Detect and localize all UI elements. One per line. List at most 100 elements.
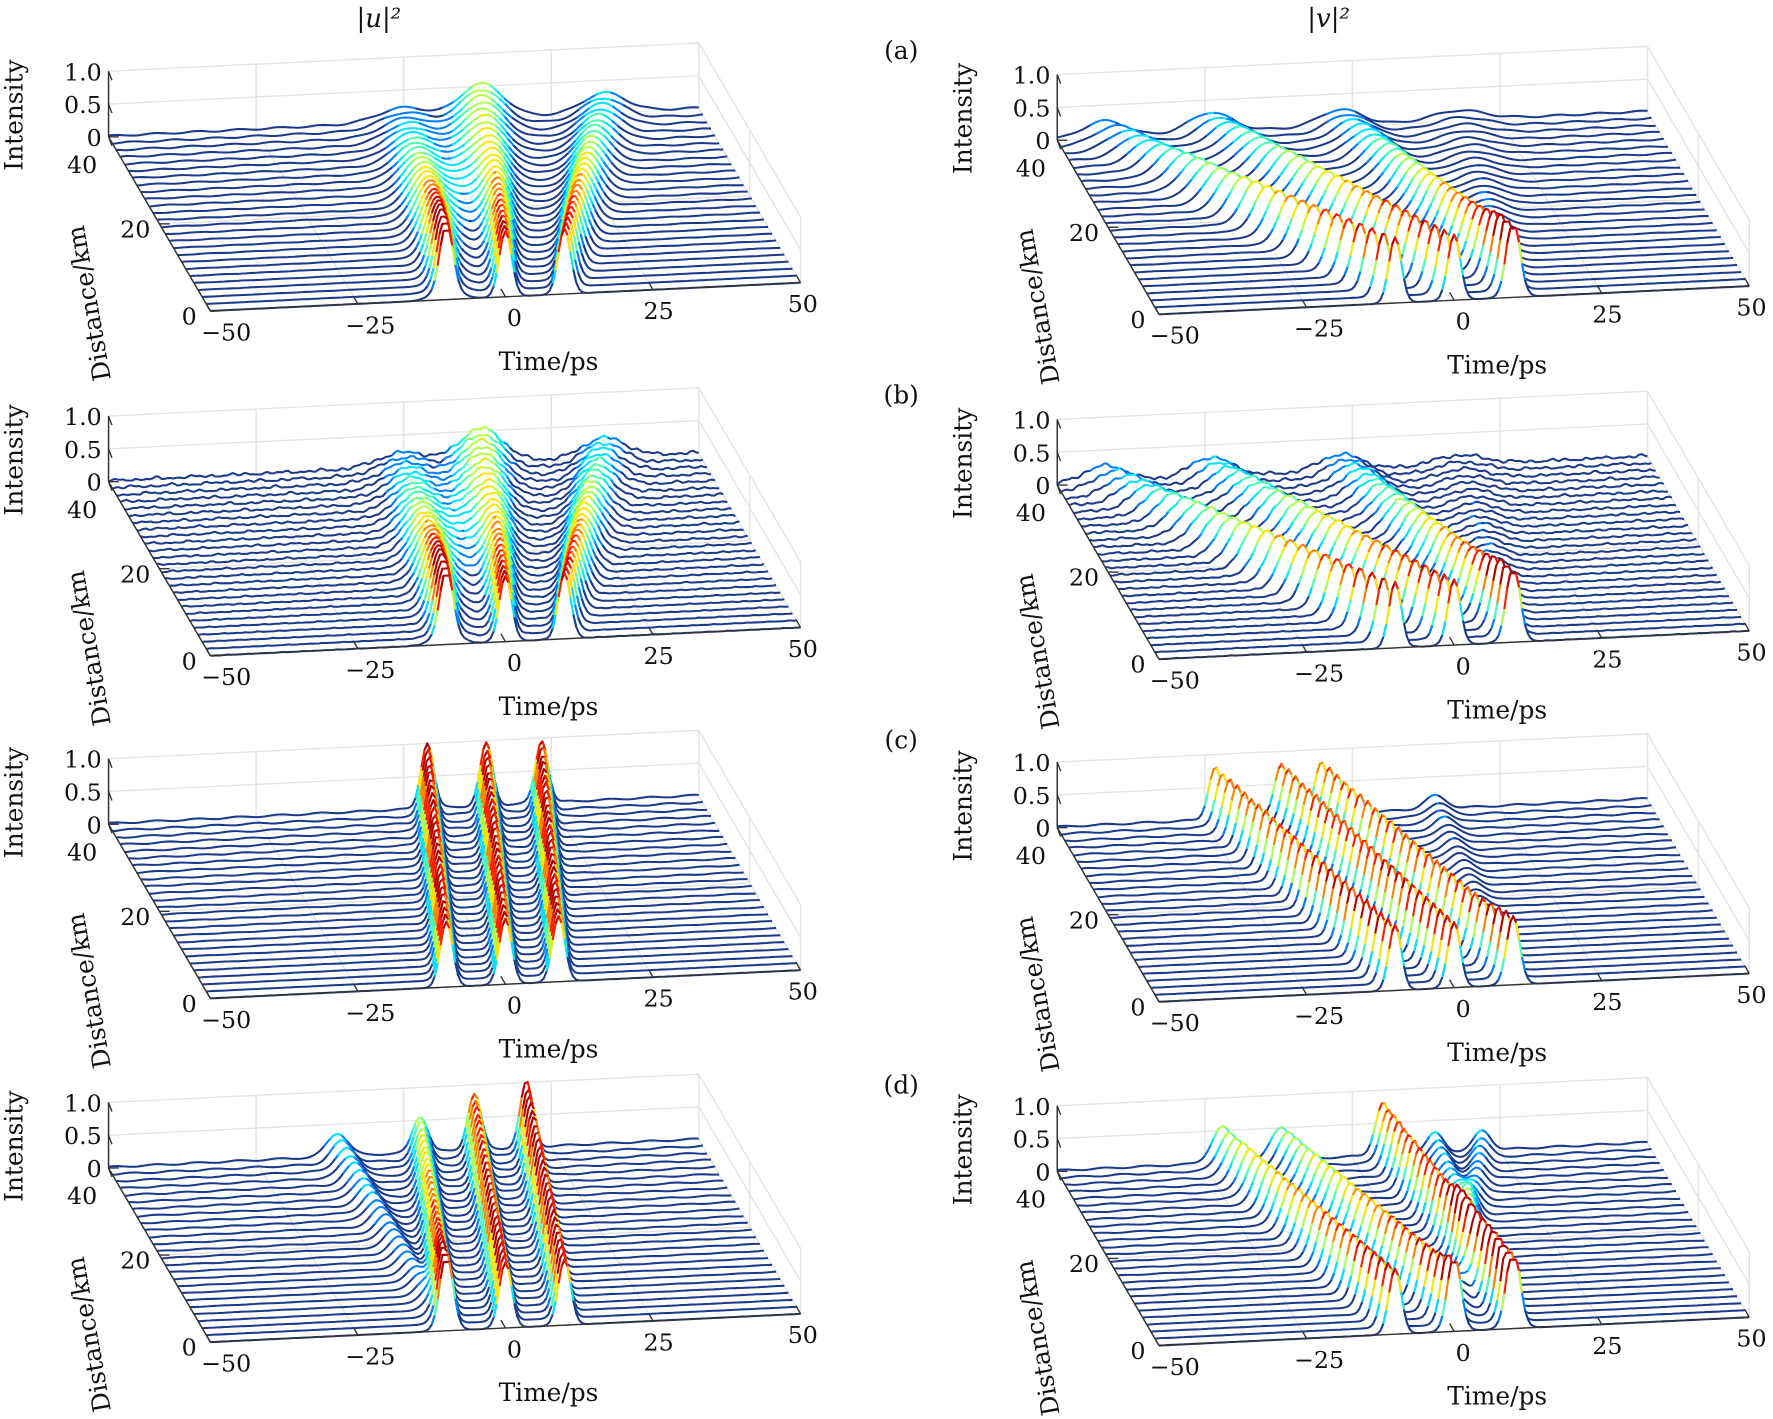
waterfall-trace-segment — [1491, 205, 1705, 219]
time-tick-mark — [1301, 643, 1308, 653]
waterfall-trace-segment — [1378, 130, 1660, 144]
time-tick-mark — [1449, 979, 1455, 988]
row-label-c: (c) — [885, 726, 918, 755]
waterfall-trace-segment — [443, 174, 480, 188]
waterfall-trace-segment — [1215, 464, 1243, 475]
waterfall-trace-segment — [443, 850, 487, 880]
waterfall-trace-segment — [418, 120, 455, 130]
waterfall-trace-segment — [1405, 506, 1428, 518]
waterfall-trace-segment — [1146, 611, 1349, 640]
waterfall-trace-segment — [442, 844, 486, 873]
waterfall-trace-segment — [1065, 818, 1220, 843]
intensity-tick-label: 0.5 — [1013, 94, 1051, 122]
waterfall-trace-segment — [193, 600, 426, 629]
intensity-tick-label: 1.0 — [64, 746, 102, 774]
waterfall-trace-segment — [1438, 802, 1652, 816]
waterfall-trace-segment — [589, 235, 777, 250]
waterfall-trace-segment — [1056, 123, 1094, 139]
waterfall-trace-segment — [437, 1180, 475, 1203]
waterfall-trace-segment — [1503, 584, 1726, 599]
waterfall-trace-segment — [608, 513, 740, 530]
waterfall-trace-segment — [458, 611, 493, 628]
waterfall-trace-segment — [1073, 150, 1131, 170]
time-tick-label: 25 — [1592, 645, 1622, 673]
waterfall-trace-segment — [1134, 483, 1166, 493]
waterfall-trace-segment — [1496, 942, 1734, 957]
waterfall-trace-segment — [1150, 616, 1362, 647]
waterfall-trace-segment — [1085, 844, 1258, 878]
waterfall-panel-b-u: −50 −25 0 25 500204000.51.0Time/psIntensityD… — [0, 387, 818, 728]
waterfall-trace-segment — [202, 267, 431, 298]
waterfall-trace-segment — [511, 938, 547, 956]
waterfall-trace-segment — [444, 867, 485, 888]
waterfall-trace-segment — [198, 947, 436, 979]
back-wall-grid-line — [108, 419, 699, 450]
distance-tick-label: 40 — [67, 496, 97, 524]
waterfall-trace-segment — [1077, 156, 1144, 176]
back-wall-grid-line — [1057, 765, 1648, 796]
waterfall-trace-segment — [557, 850, 736, 868]
waterfall-trace-segment — [1434, 183, 1693, 197]
waterfall-trace-segment — [421, 464, 456, 475]
waterfall-trace-segment — [1416, 508, 1681, 523]
row-label-a: (a) — [884, 36, 918, 65]
waterfall-trace-segment — [384, 113, 457, 127]
trace-occlusion-fill — [157, 157, 748, 221]
waterfall-trace-segment — [128, 145, 390, 173]
distance-tick-label: 40 — [1016, 499, 1046, 527]
waterfall-trace-segment — [459, 604, 492, 621]
waterfall-trace-segment — [515, 521, 568, 541]
waterfall-trace-segment — [388, 105, 419, 112]
time-tick-mark — [1596, 629, 1603, 639]
waterfall-trace-segment — [467, 94, 496, 104]
waterfall-trace-segment — [350, 1145, 412, 1163]
waterfall-trace-segment — [1085, 170, 1167, 190]
time-tick-label: 50 — [788, 978, 818, 1006]
waterfall-trace-segment — [1093, 182, 1190, 204]
waterfall-trace-segment — [509, 99, 588, 117]
waterfall-trace-segment — [496, 1193, 534, 1222]
waterfall-trace-segment — [1507, 246, 1729, 261]
waterfall-trace-segment — [539, 1149, 716, 1176]
waterfall-trace-segment — [622, 450, 704, 464]
waterfall-trace-segment — [1134, 934, 1343, 961]
waterfall-trace-segment — [514, 493, 572, 513]
waterfall-trace-segment — [1482, 528, 1693, 543]
waterfall-trace-segment — [1519, 274, 1746, 290]
waterfall-trace-segment — [435, 782, 479, 809]
waterfall-trace-segment — [1142, 949, 1357, 975]
trace-occlusion-fill — [1159, 915, 1750, 1002]
waterfall-trace-segment — [1089, 462, 1123, 472]
waterfall-trace-segment — [383, 111, 432, 120]
waterfall-trace-segment — [459, 258, 492, 276]
waterfall-trace-segment — [1150, 271, 1362, 302]
back-wall-grid-line — [1057, 423, 1648, 453]
waterfall-trace-segment — [1349, 122, 1374, 130]
waterfall-trace-segment — [481, 466, 503, 477]
time-tick-mark — [1449, 636, 1455, 646]
waterfall-trace-segment — [402, 141, 430, 150]
waterfall-trace-segment — [563, 910, 769, 925]
waterfall-trace-segment — [515, 604, 557, 620]
waterfall-trace-segment — [515, 616, 556, 635]
time-tick-label: −25 — [345, 656, 395, 684]
waterfall-trace-segment — [1124, 478, 1153, 487]
waterfall-trace-segment — [445, 875, 486, 894]
waterfall-trace-segment — [1346, 467, 1375, 476]
waterfall-trace-segment — [1511, 259, 1738, 276]
waterfall-trace-segment — [1416, 164, 1681, 178]
waterfall-trace-segment — [185, 241, 420, 271]
waterfall-trace-segment — [1097, 187, 1202, 211]
waterfall-trace-segment — [1430, 887, 1701, 903]
waterfall-trace-segment — [558, 874, 752, 896]
trace-occlusion-fill — [1118, 182, 1709, 245]
waterfall-trace-segment — [1495, 211, 1709, 225]
waterfall-trace-segment — [514, 260, 558, 283]
waterfall-trace-segment — [1077, 503, 1141, 521]
time-axis-label: Time/ps — [1447, 1038, 1547, 1067]
waterfall-trace-segment — [411, 500, 434, 508]
time-tick-mark — [795, 961, 802, 971]
back-wall-grid-line — [1057, 45, 1648, 76]
waterfall-trace-segment — [206, 623, 432, 650]
waterfall-trace-segment — [137, 501, 395, 532]
